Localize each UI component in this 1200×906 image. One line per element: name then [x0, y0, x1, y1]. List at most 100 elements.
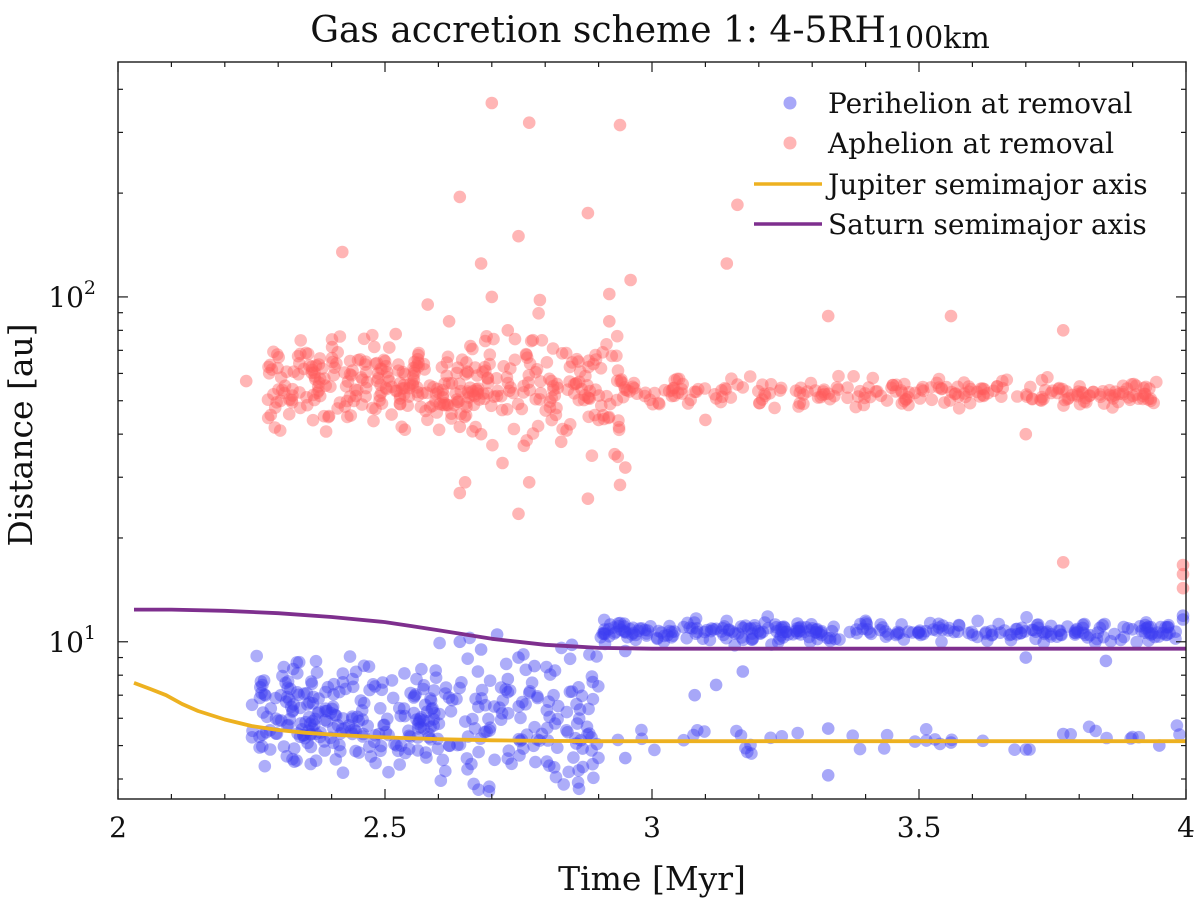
data-point: [581, 728, 594, 741]
data-point: [942, 621, 956, 635]
data-point: [1087, 385, 1100, 399]
data-point: [438, 396, 451, 410]
data-point: [356, 713, 369, 726]
data-point: [349, 389, 363, 403]
data-point: [312, 692, 325, 705]
data-point: [467, 777, 481, 791]
data-point: [312, 358, 326, 371]
chart-title-sub: 100km: [886, 21, 990, 56]
data-point: [272, 383, 285, 396]
data-point: [745, 627, 759, 640]
data-point: [758, 389, 772, 403]
data-point: [794, 628, 807, 641]
data-point: [893, 626, 906, 640]
data-point: [944, 309, 958, 323]
data-point: [436, 391, 450, 404]
data-point: [565, 685, 579, 698]
data-point: [1083, 628, 1097, 642]
data-point: [563, 685, 577, 699]
data-point: [336, 667, 350, 680]
data-point: [331, 346, 345, 359]
data-point: [431, 742, 445, 755]
data-point: [318, 713, 332, 727]
data-point: [902, 386, 916, 399]
data-point: [302, 710, 316, 724]
data-point: [583, 392, 596, 406]
data-point: [754, 627, 767, 640]
data-point: [1018, 625, 1032, 638]
data-point: [390, 739, 403, 752]
data-point: [270, 396, 283, 409]
data-point: [996, 374, 1009, 388]
data-point: [294, 401, 307, 415]
data-point: [506, 386, 520, 400]
data-point: [598, 626, 611, 639]
data-point: [300, 391, 313, 404]
data-point: [308, 718, 321, 731]
data-point: [347, 394, 361, 408]
data-point: [299, 346, 313, 360]
data-point: [665, 384, 679, 397]
data-point: [742, 622, 755, 636]
data-point: [529, 755, 542, 769]
data-point: [596, 346, 609, 359]
data-point: [600, 389, 613, 403]
data-point: [895, 386, 909, 400]
data-point: [858, 391, 871, 405]
data-point: [411, 717, 425, 730]
data-point: [269, 712, 283, 725]
data-point: [572, 355, 585, 368]
data-point: [308, 366, 321, 379]
data-point: [1144, 394, 1157, 408]
data-point: [305, 677, 319, 691]
data-point: [307, 388, 320, 402]
data-point: [278, 379, 292, 393]
data-point: [468, 361, 482, 374]
data-point: [418, 698, 432, 712]
data-point: [471, 384, 485, 398]
data-point: [394, 739, 408, 752]
legend-label-saturn: Saturn semimajor axis: [828, 208, 1147, 241]
data-point: [890, 378, 903, 392]
data-point: [1108, 389, 1121, 402]
data-point: [297, 687, 311, 700]
data-point: [790, 626, 804, 640]
data-point: [973, 390, 987, 403]
data-point: [744, 622, 758, 635]
data-point: [445, 377, 459, 390]
data-point: [346, 712, 359, 725]
data-point: [445, 407, 458, 421]
data-point: [315, 362, 329, 375]
data-point: [360, 375, 374, 389]
data-point: [709, 392, 723, 405]
data-point: [828, 632, 842, 646]
data-point: [802, 630, 816, 644]
data-point: [303, 696, 316, 709]
data-point: [1056, 324, 1070, 337]
data-point: [417, 722, 431, 735]
data-point: [1035, 373, 1049, 387]
data-point: [543, 759, 556, 772]
data-point: [577, 393, 591, 407]
data-point: [1075, 385, 1089, 399]
data-point: [379, 359, 393, 373]
data-point: [539, 404, 552, 417]
data-point: [792, 621, 806, 635]
data-point: [745, 633, 758, 646]
data-point: [588, 408, 602, 422]
data-point: [382, 765, 395, 779]
data-point: [419, 404, 432, 418]
data-point: [442, 376, 456, 390]
data-point: [466, 425, 479, 438]
data-point: [328, 708, 342, 722]
data-point: [952, 619, 966, 632]
data-point: [1159, 621, 1172, 634]
data-point: [412, 360, 425, 373]
data-point: [281, 681, 295, 694]
data-point: [932, 372, 946, 386]
data-point: [589, 353, 603, 366]
data-point: [582, 702, 595, 716]
data-point: [356, 373, 369, 387]
chart-title: Gas accretion scheme 1: 4-5RH100km: [310, 10, 990, 56]
data-point: [703, 633, 717, 647]
